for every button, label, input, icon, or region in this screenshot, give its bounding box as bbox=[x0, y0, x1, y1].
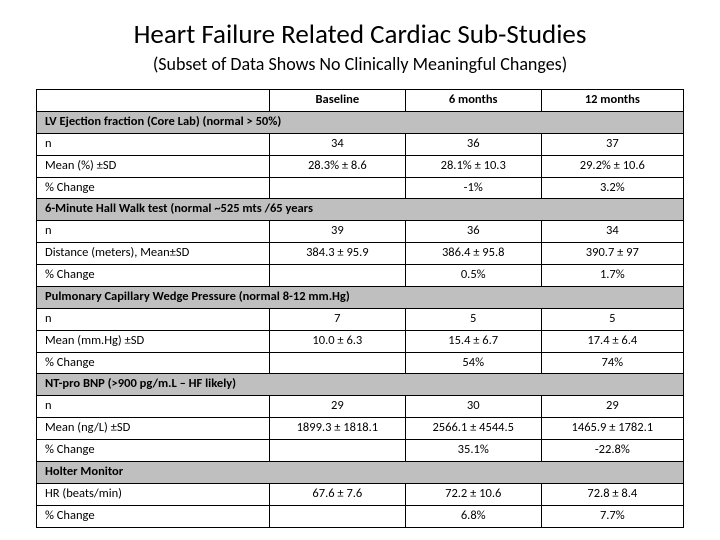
table-row: Distance (meters), Mean±SD384.3 ± 95.938… bbox=[37, 243, 684, 265]
cell-value: 1465.9 ± 1782.1 bbox=[541, 418, 683, 440]
section-header: LV Ejection fraction (Core Lab) (normal … bbox=[37, 111, 684, 133]
table-row: HR (beats/min)67.6 ± 7.672.2 ± 10.672.8 … bbox=[37, 483, 684, 505]
cell-value bbox=[269, 352, 405, 374]
table-row: n343637 bbox=[37, 133, 684, 155]
cell-value: 72.2 ± 10.6 bbox=[405, 483, 541, 505]
table-row: Mean (ng/L) ±SD1899.3 ± 1818.12566.1 ± 4… bbox=[37, 418, 684, 440]
cell-value: 74% bbox=[541, 352, 683, 374]
table-row: Mean (mm.Hg) ±SD10.0 ± 6.315.4 ± 6.717.4… bbox=[37, 330, 684, 352]
table-row: % Change 6.8%7.7% bbox=[37, 505, 684, 527]
cell-value bbox=[269, 177, 405, 199]
col-header-param bbox=[37, 90, 270, 112]
row-label: Mean (mm.Hg) ±SD bbox=[37, 330, 270, 352]
table-row: % Change -1%3.2% bbox=[37, 177, 684, 199]
cell-value: 28.3% ± 8.6 bbox=[269, 155, 405, 177]
cell-value: 3.2% bbox=[541, 177, 683, 199]
cardiac-table: Baseline 6 months 12 months LV Ejection … bbox=[36, 89, 684, 528]
page-subtitle: (Subset of Data Shows No Clinically Mean… bbox=[36, 53, 684, 75]
row-label: % Change bbox=[37, 265, 270, 287]
table-header-row: Baseline 6 months 12 months bbox=[37, 90, 684, 112]
section-title: Pulmonary Capillary Wedge Pressure (norm… bbox=[37, 286, 684, 308]
col-header-baseline: Baseline bbox=[269, 90, 405, 112]
cell-value: 35.1% bbox=[405, 440, 541, 462]
cell-value: 67.6 ± 7.6 bbox=[269, 483, 405, 505]
cell-value: 386.4 ± 95.8 bbox=[405, 243, 541, 265]
section-title: LV Ejection fraction (Core Lab) (normal … bbox=[37, 111, 684, 133]
section-header: 6-Minute Hall Walk test (normal ~525 mts… bbox=[37, 199, 684, 221]
cell-value bbox=[269, 265, 405, 287]
cell-value: 30 bbox=[405, 396, 541, 418]
cell-value: -22.8% bbox=[541, 440, 683, 462]
table-row: % Change 54%74% bbox=[37, 352, 684, 374]
cell-value: 384.3 ± 95.9 bbox=[269, 243, 405, 265]
cell-value: 5 bbox=[405, 308, 541, 330]
cell-value: 7.7% bbox=[541, 505, 683, 527]
row-label: HR (beats/min) bbox=[37, 483, 270, 505]
cell-value: -1% bbox=[405, 177, 541, 199]
cell-value: 72.8 ± 8.4 bbox=[541, 483, 683, 505]
row-label: % Change bbox=[37, 505, 270, 527]
cell-value: 0.5% bbox=[405, 265, 541, 287]
cell-value: 17.4 ± 6.4 bbox=[541, 330, 683, 352]
section-title: 6-Minute Hall Walk test (normal ~525 mts… bbox=[37, 199, 684, 221]
cell-value bbox=[269, 505, 405, 527]
section-header: Pulmonary Capillary Wedge Pressure (norm… bbox=[37, 286, 684, 308]
col-header-6months: 6 months bbox=[405, 90, 541, 112]
col-header-12months: 12 months bbox=[541, 90, 683, 112]
cell-value: 2566.1 ± 4544.5 bbox=[405, 418, 541, 440]
row-label: n bbox=[37, 308, 270, 330]
table-row: n755 bbox=[37, 308, 684, 330]
cell-value: 28.1% ± 10.3 bbox=[405, 155, 541, 177]
cell-value: 34 bbox=[541, 221, 683, 243]
table-row: % Change 35.1%-22.8% bbox=[37, 440, 684, 462]
slide: Heart Failure Related Cardiac Sub-Studie… bbox=[0, 0, 720, 540]
cell-value: 5 bbox=[541, 308, 683, 330]
page-title: Heart Failure Related Cardiac Sub-Studie… bbox=[36, 18, 684, 51]
row-label: Distance (meters), Mean±SD bbox=[37, 243, 270, 265]
row-label: % Change bbox=[37, 440, 270, 462]
cell-value: 15.4 ± 6.7 bbox=[405, 330, 541, 352]
cell-value: 6.8% bbox=[405, 505, 541, 527]
cell-value: 37 bbox=[541, 133, 683, 155]
row-label: Mean (%) ±SD bbox=[37, 155, 270, 177]
cell-value: 29 bbox=[541, 396, 683, 418]
cell-value: 390.7 ± 97 bbox=[541, 243, 683, 265]
cell-value: 36 bbox=[405, 221, 541, 243]
cell-value bbox=[269, 440, 405, 462]
section-title: NT-pro BNP (>900 pg/m.L – HF likely) bbox=[37, 374, 684, 396]
row-label: n bbox=[37, 221, 270, 243]
table-row: Mean (%) ±SD28.3% ± 8.628.1% ± 10.329.2%… bbox=[37, 155, 684, 177]
cell-value: 1899.3 ± 1818.1 bbox=[269, 418, 405, 440]
row-label: Mean (ng/L) ±SD bbox=[37, 418, 270, 440]
row-label: % Change bbox=[37, 352, 270, 374]
cell-value: 39 bbox=[269, 221, 405, 243]
section-header: Holter Monitor bbox=[37, 461, 684, 483]
cell-value: 10.0 ± 6.3 bbox=[269, 330, 405, 352]
row-label: n bbox=[37, 133, 270, 155]
cell-value: 7 bbox=[269, 308, 405, 330]
row-label: % Change bbox=[37, 177, 270, 199]
section-title: Holter Monitor bbox=[37, 461, 684, 483]
section-header: NT-pro BNP (>900 pg/m.L – HF likely) bbox=[37, 374, 684, 396]
cell-value: 1.7% bbox=[541, 265, 683, 287]
cell-value: 54% bbox=[405, 352, 541, 374]
cell-value: 36 bbox=[405, 133, 541, 155]
cell-value: 29 bbox=[269, 396, 405, 418]
table-row: n393634 bbox=[37, 221, 684, 243]
table-row: % Change 0.5%1.7% bbox=[37, 265, 684, 287]
table-row: n293029 bbox=[37, 396, 684, 418]
cell-value: 29.2% ± 10.6 bbox=[541, 155, 683, 177]
cell-value: 34 bbox=[269, 133, 405, 155]
row-label: n bbox=[37, 396, 270, 418]
